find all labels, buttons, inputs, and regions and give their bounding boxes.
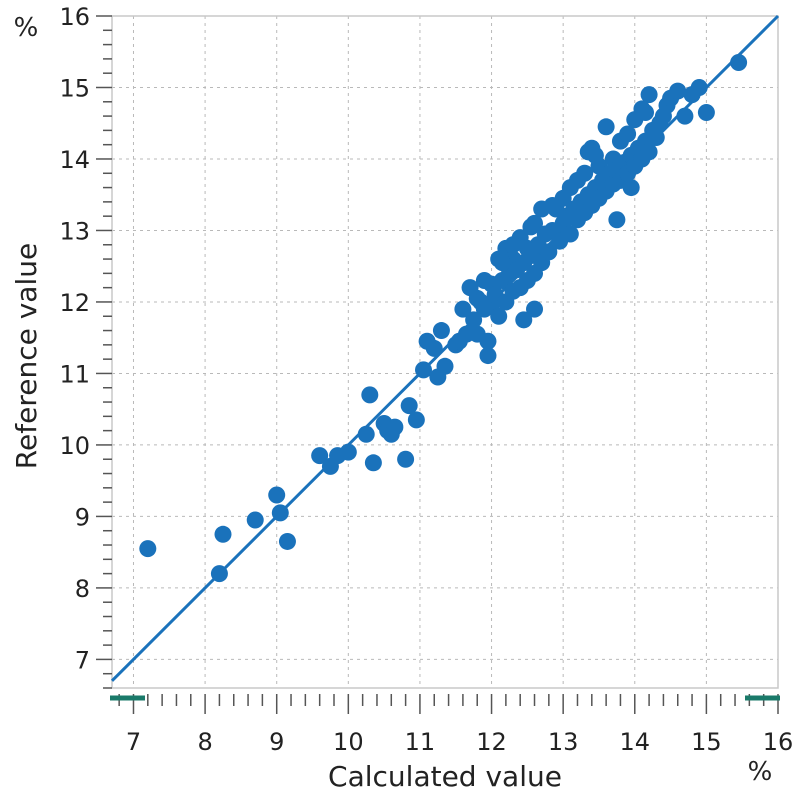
data-point (425, 339, 443, 357)
x-tick-label: 15 (691, 728, 722, 756)
data-point (357, 425, 375, 443)
y-tick-label: 16 (59, 3, 90, 31)
data-point (271, 504, 289, 522)
x-tick-label: 9 (269, 728, 284, 756)
data-point (730, 53, 748, 71)
tick-labels: 7 8 9 10 11 12 13 14 15 16 7 8 9 10 11 12 13 14 15 16 (59, 3, 793, 756)
y-tick-label: 13 (59, 217, 90, 245)
data-point (479, 347, 497, 365)
y-tick-label: 10 (59, 432, 90, 460)
data-point (515, 311, 533, 329)
data-point (622, 179, 640, 197)
data-point (246, 511, 264, 529)
data-point (268, 486, 286, 504)
data-point (361, 386, 379, 404)
data-point (637, 104, 655, 122)
data-point (597, 118, 615, 136)
data-point (465, 311, 483, 329)
y-tick-label: 12 (59, 289, 90, 317)
data-point (586, 146, 604, 164)
plot-frame (111, 15, 779, 689)
data-point (214, 525, 232, 543)
x-tick-label: 8 (197, 728, 212, 756)
x-tick-label: 12 (476, 728, 507, 756)
y-tick-label: 8 (75, 575, 90, 603)
data-point (540, 243, 558, 261)
data-point (576, 164, 594, 182)
data-point (669, 82, 687, 100)
data-point (454, 300, 472, 318)
y-tick-label: 9 (75, 503, 90, 531)
data-point (415, 361, 433, 379)
y-tick-label: 7 (75, 646, 90, 674)
data-point (432, 322, 450, 340)
x-axis-title: Calculated value (328, 760, 562, 793)
x-tick-label: 13 (548, 728, 579, 756)
y-axis-title: Reference value (10, 243, 43, 469)
x-tick-label: 10 (333, 728, 364, 756)
data-point (479, 332, 497, 350)
data-point (397, 450, 415, 468)
data-point (522, 218, 540, 236)
data-point (386, 418, 404, 436)
data-point (400, 397, 418, 415)
data-point (339, 443, 357, 461)
x-tick-label: 11 (405, 728, 436, 756)
data-point (619, 125, 637, 143)
y-tick-label: 11 (59, 360, 90, 388)
y-unit-label: % (14, 13, 39, 43)
data-point (543, 196, 561, 214)
y-tick-label: 14 (59, 146, 90, 174)
data-point (647, 129, 665, 147)
x-tick-label: 7 (126, 728, 141, 756)
data-point (278, 532, 296, 550)
data-point (210, 565, 228, 583)
data-point (690, 78, 708, 96)
x-tick-label: 14 (620, 728, 651, 756)
data-point (407, 411, 425, 429)
data-point (364, 454, 382, 472)
data-point (697, 104, 715, 122)
x-tick-label: 16 (763, 728, 794, 756)
data-point (493, 254, 511, 272)
data-points (139, 53, 748, 583)
data-point (526, 300, 544, 318)
data-point (139, 540, 157, 558)
data-point (640, 143, 658, 161)
y-tick-label: 15 (59, 74, 90, 102)
data-point (561, 225, 579, 243)
data-point (640, 86, 658, 104)
data-point (311, 447, 329, 465)
data-point (436, 357, 454, 375)
data-point (504, 236, 522, 254)
data-point (676, 107, 694, 125)
data-point (490, 307, 508, 325)
data-point (608, 211, 626, 229)
x-unit-label: % (748, 757, 773, 787)
